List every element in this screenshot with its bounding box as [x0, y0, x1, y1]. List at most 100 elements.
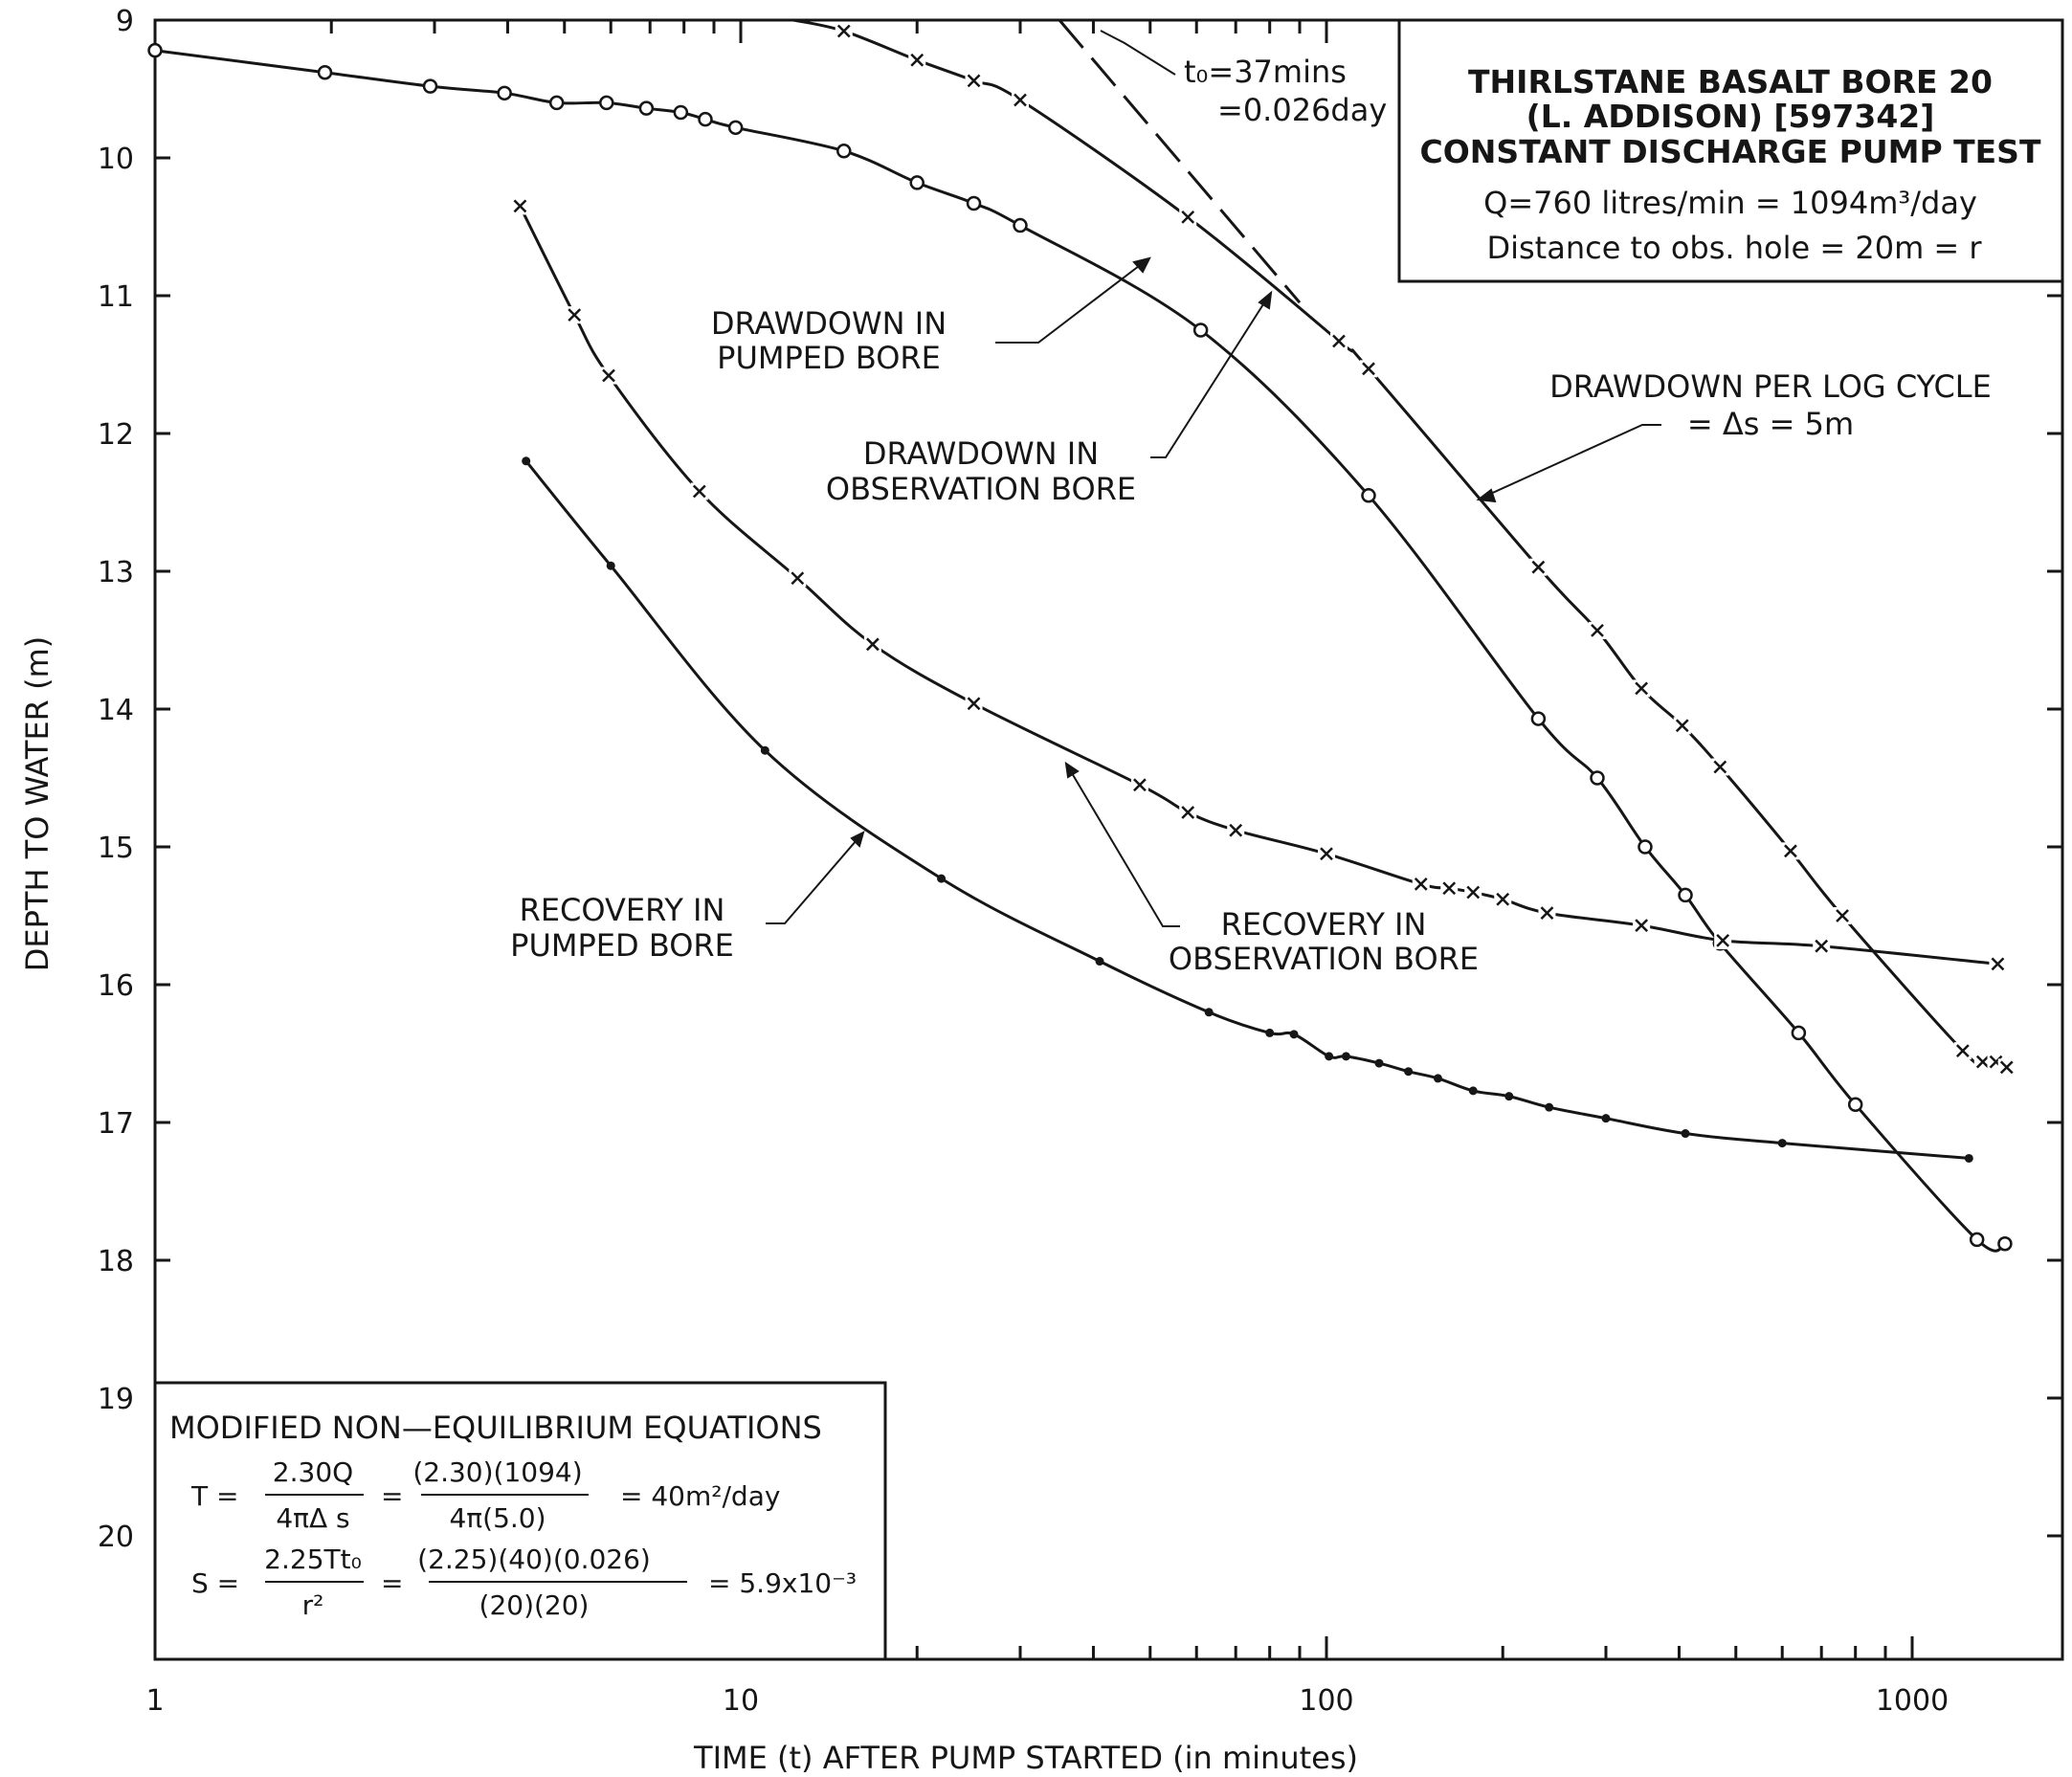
drawdown-pumped-point	[1847, 1097, 1863, 1113]
eq-t-num2: (2.30)(1094)	[412, 1456, 582, 1488]
drawdown-pumped-point	[1013, 217, 1028, 233]
drawdown-pumped-label-1: DRAWDOWN IN	[711, 305, 947, 342]
drawdown-pumped-point	[497, 85, 512, 101]
drawdown-observation-point	[1529, 558, 1548, 576]
recovery-pumped-point	[606, 561, 615, 570]
recovery-observation-point	[1633, 917, 1651, 935]
per-log-arrowhead	[1476, 488, 1497, 503]
title-line-5: Distance to obs. hole = 20m = r	[1486, 230, 1982, 266]
t0-day-label: =0.026day	[1217, 92, 1387, 128]
recovery-obs-label-1: RECOVERY IN	[1221, 906, 1427, 943]
eq-t-den1: 4πΔ s	[276, 1502, 349, 1534]
recovery-obs-leader	[1071, 772, 1180, 927]
drawdown-pumped-arrowhead	[1132, 256, 1151, 274]
recovery-pumped-label-2: PUMPED BORE	[510, 927, 734, 964]
drawdown-observation-point	[1997, 1058, 2016, 1077]
drawdown-pumped-point	[698, 111, 713, 127]
annotations	[766, 30, 1661, 927]
eq-s-num1: 2.25Tt₀	[264, 1544, 362, 1575]
axis-ticks: 9 10 11 12 13 14 15 16 17 18 19 20 1 10 100 1000	[98, 5, 2062, 1718]
drawdown-observation-point	[1711, 758, 1729, 776]
plot-frame	[153, 18, 2064, 1661]
drawdown-observation-point	[1953, 1042, 1972, 1060]
y-tick-label: 18	[98, 1245, 134, 1278]
recovery-observation-point	[1714, 931, 1732, 949]
y-tick-label: 12	[98, 418, 134, 452]
eq-t-result: = 40m²/day	[620, 1480, 780, 1512]
recovery-pumped-arrowhead	[850, 831, 865, 848]
drawdown-pumped-point	[548, 95, 565, 111]
recovery-pumped-point	[1545, 1102, 1554, 1112]
recovery-pumped-point	[1468, 1086, 1478, 1096]
recovery-pumped-label-1: RECOVERY IN	[520, 892, 725, 928]
eq-t-lhs: T =	[190, 1480, 238, 1512]
drawdown-pumped-point	[422, 78, 438, 94]
eq-s-eq2: =	[381, 1567, 403, 1599]
per-log-label-2: = Δs = 5m	[1687, 406, 1854, 442]
recovery-observation-point	[1318, 845, 1335, 863]
title-line-2: (L. ADDISON) [597342]	[1526, 98, 1935, 135]
drawdown-pumped-point	[1590, 770, 1605, 786]
drawdown-pumped-point	[1192, 322, 1209, 338]
recovery-observation-point	[511, 197, 529, 215]
recovery-observation-point	[1813, 937, 1831, 955]
equations-heading: MODIFIED NON—EQUILIBRIUM EQUATIONS	[169, 1410, 822, 1446]
eq-t-eq2: =	[381, 1480, 403, 1512]
drawdown-observation-point	[835, 22, 853, 40]
recovery-observation-point	[566, 306, 584, 324]
x-axis-title: TIME (t) AFTER PUMP STARTED (in minutes)	[693, 1740, 1358, 1776]
y-tick-label: 15	[98, 832, 134, 865]
drawdown-obs-label-1: DRAWDOWN IN	[863, 435, 1099, 472]
recovery-pumped-point	[760, 745, 769, 755]
title-line-4: Q=760 litres/min = 1094m³/day	[1483, 185, 1977, 221]
drawdown-pumped-point	[317, 64, 333, 80]
recovery-observation-point	[1989, 955, 2007, 973]
recovery-observation-point	[965, 695, 983, 713]
drawdown-obs-label-2: OBSERVATION BORE	[826, 471, 1136, 507]
y-tick-label: 13	[98, 556, 134, 589]
recovery-pumped-point	[1095, 957, 1104, 966]
eq-s-num2: (2.25)(40)(0.026)	[417, 1544, 651, 1575]
recovery-pumped-point	[522, 456, 531, 466]
recovery-pumped-point	[1341, 1052, 1350, 1061]
recovery-pumped-point	[1289, 1030, 1299, 1039]
drawdown-pumped-point	[599, 95, 614, 111]
eq-s-den2: (20)(20)	[479, 1589, 590, 1621]
eq-s-result: = 5.9x10⁻³	[708, 1567, 857, 1599]
title-line-1: THIRLSTANE BASALT BORE 20	[1468, 63, 1993, 100]
eq-t-den2: 4π(5.0)	[449, 1502, 546, 1534]
drawdown-observation-point	[1633, 679, 1651, 698]
drawdown-pumped-point	[1638, 839, 1653, 855]
x-tick-label: 100	[1299, 1684, 1353, 1718]
drawdown-pumped-point	[1530, 711, 1547, 726]
recovery-pumped-point	[1433, 1074, 1442, 1083]
title-box-frame	[1397, 18, 2064, 283]
drawdown-observation-point	[1588, 621, 1606, 639]
recovery-observation-point	[1412, 875, 1430, 893]
x-tick-label: 1000	[1876, 1684, 1949, 1718]
recovery-obs-label-2: OBSERVATION BORE	[1169, 941, 1479, 977]
title-box: THIRLSTANE BASALT BORE 20 (L. ADDISON) […	[1397, 18, 2064, 283]
x-tick-label: 10	[723, 1684, 759, 1718]
recovery-observation-point	[1179, 804, 1197, 821]
drawdown-observation-point	[1673, 717, 1691, 735]
y-tick-label: 17	[98, 1107, 134, 1141]
recovery-observation-point	[1130, 776, 1148, 794]
y-tick-label: 9	[116, 5, 134, 38]
title-line-3: CONSTANT DISCHARGE PUMP TEST	[1420, 133, 2041, 170]
recovery-pumped-point	[1265, 1028, 1275, 1037]
drawdown-pumped-point	[1969, 1232, 1985, 1248]
drawdown-observation-point	[1011, 91, 1029, 109]
recovery-observation-point	[1538, 904, 1556, 922]
recovery-pumped-point	[1374, 1058, 1384, 1068]
y-tick-label: 10	[98, 143, 134, 176]
recovery-observation-point	[1227, 821, 1245, 839]
y-tick-label: 20	[98, 1521, 134, 1554]
recovery-pumped-point	[1325, 1052, 1334, 1061]
per-log-leader	[1485, 424, 1661, 497]
recovery-pumped-leader	[766, 839, 858, 924]
drawdown-pumped-label-2: PUMPED BORE	[717, 340, 941, 376]
drawdown-pumped-leader	[995, 265, 1140, 344]
recovery-observation-point	[863, 635, 881, 654]
